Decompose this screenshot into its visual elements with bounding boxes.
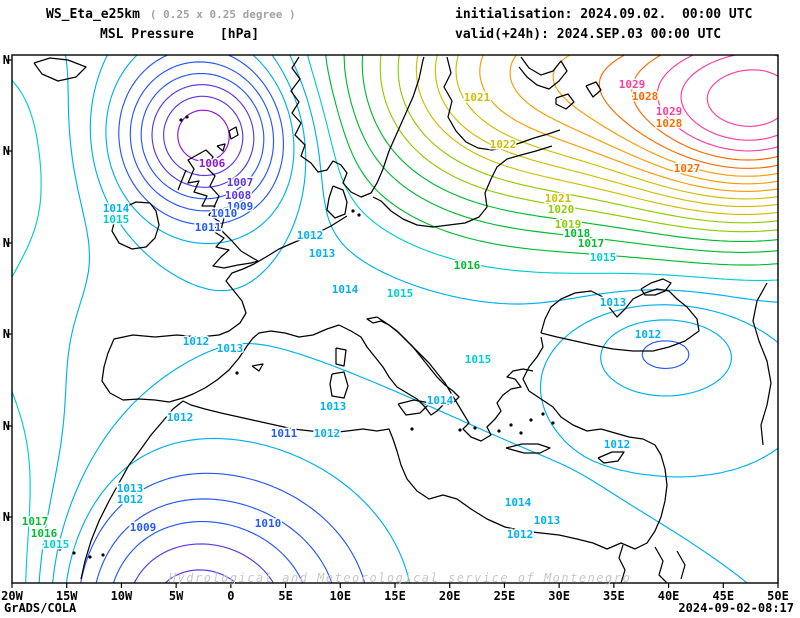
svg-text:1013: 1013 xyxy=(320,400,347,413)
svg-text:25E: 25E xyxy=(494,589,516,603)
svg-text:N: N xyxy=(3,144,10,158)
svg-text:1029: 1029 xyxy=(619,78,646,91)
svg-text:1012: 1012 xyxy=(117,493,144,506)
svg-text:1008: 1008 xyxy=(225,189,252,202)
svg-text:20W: 20W xyxy=(1,589,23,603)
svg-text:1011: 1011 xyxy=(271,427,298,440)
svg-text:1014: 1014 xyxy=(427,394,454,407)
svg-text:1009: 1009 xyxy=(130,521,157,534)
svg-text:15E: 15E xyxy=(384,589,406,603)
svg-text:1017: 1017 xyxy=(578,237,605,250)
grads-credit: GrADS/COLA xyxy=(4,601,77,615)
svg-text:1028: 1028 xyxy=(656,117,683,130)
svg-text:5E: 5E xyxy=(278,589,292,603)
svg-text:1012: 1012 xyxy=(297,229,324,242)
isobar-contours xyxy=(12,55,778,583)
svg-text:N: N xyxy=(3,53,10,67)
svg-text:1015: 1015 xyxy=(387,287,414,300)
svg-text:20E: 20E xyxy=(439,589,461,603)
svg-text:15W: 15W xyxy=(56,589,78,603)
model-name: WS_Eta_e25km xyxy=(46,7,140,22)
svg-text:1006: 1006 xyxy=(199,157,226,170)
svg-text:1013: 1013 xyxy=(117,482,144,495)
field-name: MSL Pressure xyxy=(100,27,194,42)
field-title-line: MSL Pressure [hPa] xyxy=(100,27,259,42)
svg-text:1007: 1007 xyxy=(227,176,254,189)
svg-text:1028: 1028 xyxy=(632,90,659,103)
svg-text:1018: 1018 xyxy=(564,227,591,240)
svg-text:1014: 1014 xyxy=(505,496,532,509)
svg-text:1015: 1015 xyxy=(43,538,70,551)
svg-text:45E: 45E xyxy=(712,589,734,603)
model-resolution: ( 0.25 x 0.25 degree ) xyxy=(149,8,296,21)
model-title-line: WS_Eta_e25km ( 0.25 x 0.25 degree ) xyxy=(46,7,296,22)
svg-text:1010: 1010 xyxy=(211,207,238,220)
svg-text:0: 0 xyxy=(227,589,234,603)
svg-text:5W: 5W xyxy=(169,589,184,603)
svg-text:1015: 1015 xyxy=(465,353,492,366)
svg-text:1029: 1029 xyxy=(656,105,683,118)
svg-text:1013: 1013 xyxy=(309,247,336,260)
creation-timestamp: 2024-09-02-08:17 xyxy=(678,601,794,615)
svg-text:N: N xyxy=(3,327,10,341)
svg-text:1013: 1013 xyxy=(534,514,561,527)
svg-text:1014: 1014 xyxy=(103,202,130,215)
svg-text:1020: 1020 xyxy=(548,203,575,216)
isobar-value-labels: 1006100710081009101010111014101510121013… xyxy=(20,77,702,553)
svg-text:1017: 1017 xyxy=(22,515,49,528)
svg-text:30E: 30E xyxy=(548,589,570,603)
initialisation-time: initialisation: 2024.09.02. 00:00 UTC xyxy=(455,7,753,22)
svg-text:10W: 10W xyxy=(111,589,133,603)
svg-text:1012: 1012 xyxy=(635,328,662,341)
svg-text:1012: 1012 xyxy=(183,335,210,348)
svg-text:1019: 1019 xyxy=(555,218,582,231)
svg-text:1009: 1009 xyxy=(227,200,254,213)
coastlines xyxy=(33,56,772,583)
svg-text:N: N xyxy=(3,510,10,524)
svg-text:N: N xyxy=(3,236,10,250)
svg-text:1015: 1015 xyxy=(103,213,130,226)
svg-text:1015: 1015 xyxy=(590,251,617,264)
svg-text:1012: 1012 xyxy=(167,411,194,424)
svg-text:1016: 1016 xyxy=(454,259,481,272)
svg-text:10E: 10E xyxy=(329,589,351,603)
svg-text:1013: 1013 xyxy=(217,342,244,355)
field-units: [hPa] xyxy=(219,27,260,42)
svg-text:1021: 1021 xyxy=(464,91,491,104)
svg-text:1021: 1021 xyxy=(545,192,572,205)
svg-text:1010: 1010 xyxy=(255,517,282,530)
svg-text:1012: 1012 xyxy=(314,427,341,440)
svg-text:1022: 1022 xyxy=(490,138,517,151)
svg-text:1016: 1016 xyxy=(31,527,58,540)
svg-text:1013: 1013 xyxy=(600,296,627,309)
svg-text:50E: 50E xyxy=(767,589,789,603)
svg-text:40E: 40E xyxy=(658,589,680,603)
valid-time: valid(+24h): 2024.SEP.03 00:00 UTC xyxy=(455,27,722,42)
svg-text:35E: 35E xyxy=(603,589,625,603)
map-frame-and-axes: 20W 15W 10W 5W 0 5E 10E 15E 20E 25E 30E 35E 40E 45E 50… xyxy=(1,53,789,603)
svg-text:1011: 1011 xyxy=(195,221,222,234)
svg-text:1012: 1012 xyxy=(507,528,534,541)
svg-text:1014: 1014 xyxy=(332,283,359,296)
svg-text:1012: 1012 xyxy=(604,438,631,451)
svg-text:1027: 1027 xyxy=(674,162,701,175)
svg-text:N: N xyxy=(3,419,10,433)
